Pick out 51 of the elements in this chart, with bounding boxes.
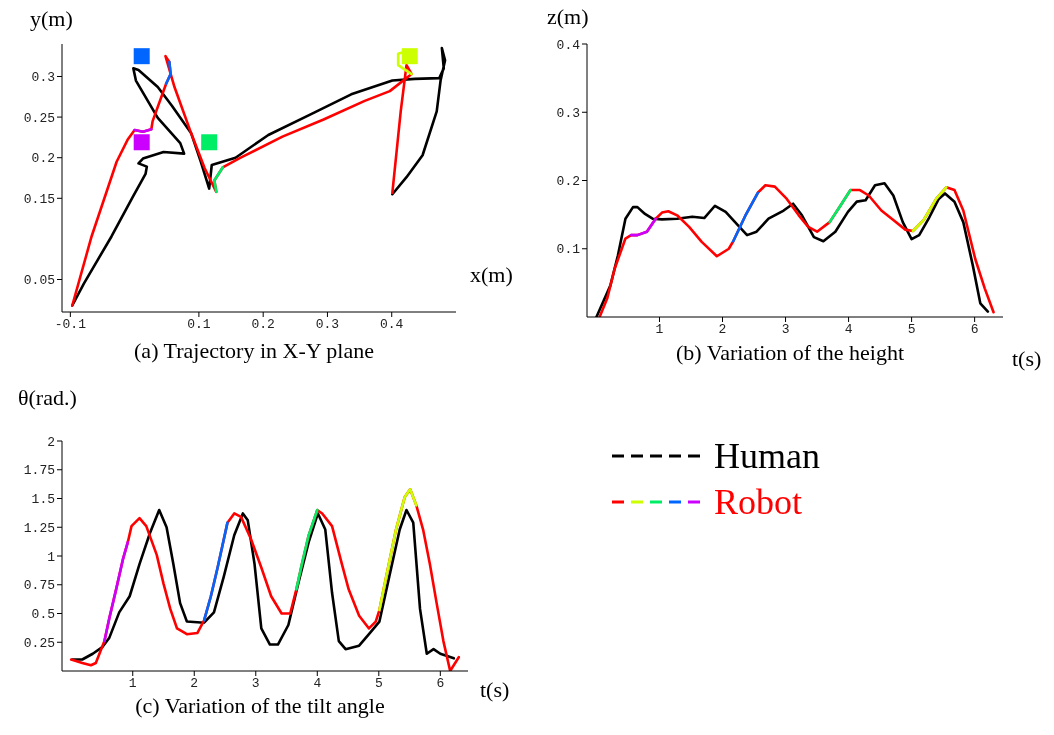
- x-axis-title: x(m): [470, 262, 513, 288]
- text: (c) Variation of the tilt angle: [134, 693, 386, 719]
- x-tick-label: 1: [128, 676, 137, 692]
- x-tick-label: 3: [781, 322, 790, 338]
- x-tick-label: 3: [251, 676, 260, 692]
- y-tick-label: 0.2: [556, 174, 580, 190]
- text: Robot: [714, 481, 803, 523]
- x-tick-label: -0.1: [54, 317, 87, 333]
- line-series: [103, 540, 130, 643]
- line-series: [295, 508, 319, 591]
- y-tick-label: 0.1: [556, 242, 581, 258]
- text: (a) Trajectory in X-Y plane: [133, 338, 375, 364]
- x-tick-label: 2: [718, 322, 727, 338]
- x-tick-label: 0.4: [380, 317, 404, 333]
- y-tick-label: 0.3: [31, 70, 55, 86]
- line-series: [202, 521, 229, 622]
- y-tick-label: 0.15: [23, 191, 55, 207]
- legend-label: Human: [714, 435, 820, 477]
- y-tick-label: 1: [47, 549, 56, 565]
- y-tick-label: 1.5: [31, 492, 55, 508]
- x-tick-label: 5: [374, 676, 383, 692]
- y-tick-label: 1.75: [23, 463, 55, 479]
- x-tick-label: 4: [844, 322, 853, 338]
- x-tick-label: 6: [970, 322, 979, 338]
- y-axis-title: z(m): [547, 4, 589, 30]
- line-series: [378, 488, 418, 612]
- y-tick-label: 1.25: [23, 520, 55, 536]
- y-tick-label: 0.3: [556, 105, 580, 121]
- y-tick-label: 0.25: [23, 635, 55, 651]
- text: (b) Variation of the height: [675, 340, 905, 365]
- line-series: [911, 186, 948, 233]
- y-tick-label: 0.2: [31, 151, 55, 167]
- x-tick-label: 0.1: [187, 317, 211, 333]
- y-tick-label: 0.4: [556, 37, 581, 53]
- y-axis-title: θ(rad.): [18, 385, 77, 411]
- x-tick-label: 1: [655, 322, 664, 338]
- y-tick-label: 2: [47, 434, 55, 450]
- y-tick-label: 0.25: [23, 110, 55, 126]
- x-tick-label: 4: [313, 676, 322, 692]
- y-axis-title: y(m): [30, 6, 73, 32]
- x-tick-label: 0.2: [251, 317, 275, 333]
- x-tick-label: 5: [907, 322, 916, 338]
- x-tick-label: 2: [190, 676, 199, 692]
- x-axis-title: t(s): [1012, 346, 1042, 372]
- y-tick-label: 0.5: [31, 607, 55, 623]
- line-series: [71, 508, 456, 661]
- x-tick-label: 6: [436, 676, 445, 692]
- x-axis-title: t(s): [480, 677, 510, 703]
- y-tick-label: 0.75: [23, 578, 55, 594]
- y-tick-label: 0.05: [23, 273, 55, 289]
- x-tick-label: 0.3: [315, 317, 340, 333]
